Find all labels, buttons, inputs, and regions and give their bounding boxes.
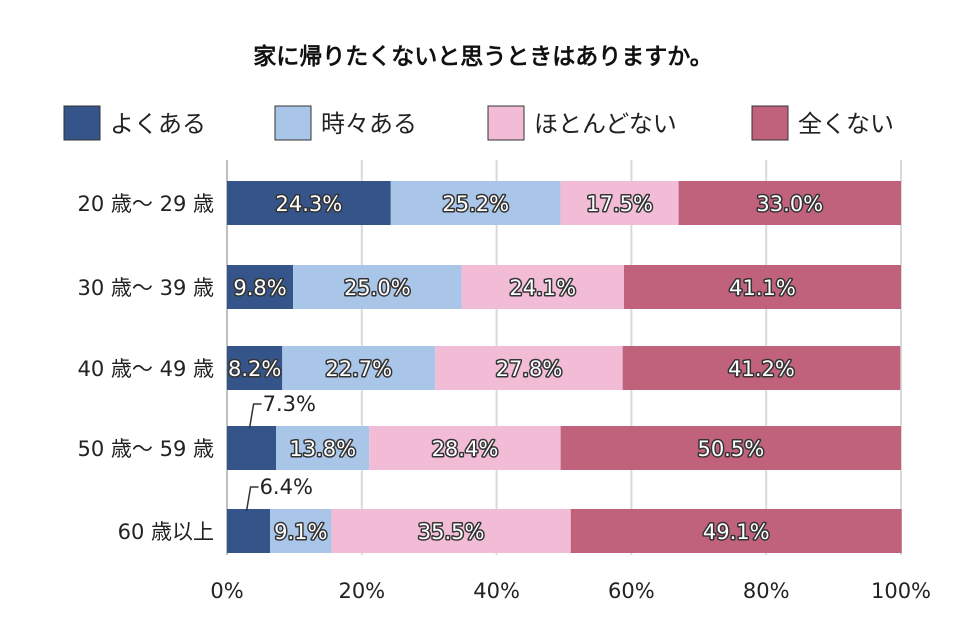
data-label-1-1: 24.3% (276, 192, 343, 216)
data-label-4-3: 28.4% (432, 437, 499, 461)
data-label-2-1: 9.8% (233, 276, 286, 300)
data-label-1-4: 33.0% (756, 192, 823, 216)
bar-2-3 (461, 265, 624, 309)
legend-label-1: よくある (110, 110, 206, 138)
bar-3-1 (227, 346, 283, 390)
bar-4-1 (227, 426, 277, 470)
data-label-2-3: 24.1% (509, 276, 576, 300)
legend: よくある 時々ある ほとんどない 全くない (63, 105, 894, 141)
legend-label-4: 全くない (798, 110, 894, 138)
x-tick-label-1: 20% (338, 579, 385, 603)
legend-swatch-2 (274, 105, 312, 141)
bar-4-4 (560, 426, 901, 470)
x-tick-label-4: 80% (743, 579, 790, 603)
legend-label-3: ほとんどない (534, 110, 677, 138)
bar-1-3 (560, 181, 679, 225)
x-tick-label-3: 60% (608, 579, 655, 603)
data-label-4-4: 50.5% (697, 437, 764, 461)
legend-label-2: 時々ある (321, 110, 417, 138)
legend-swatch-3 (487, 105, 525, 141)
data-label-2-4: 41.1% (729, 276, 796, 300)
data-labels: 24.3% 25.2% 17.5% 33.0% 9.8% 25.0% 24.1% 41.1% 8… (226, 191, 824, 546)
bar-2-1 (227, 265, 294, 309)
category-labels: 20 歳～ 29 歳 30 歳～ 39 歳 40 歳～ 49 歳 50 歳～ 59 歳… (78, 192, 214, 544)
bar-3-2 (282, 346, 436, 390)
data-label-5-1: 6.4% (260, 475, 313, 499)
bar-3-4 (622, 346, 901, 390)
bar-4-3 (369, 426, 561, 470)
data-label-5-2: 9.1% (274, 520, 327, 544)
data-label-3-2: 22.7% (325, 357, 392, 381)
bar-1-2 (390, 181, 561, 225)
data-label-3-3: 27.8% (496, 357, 563, 381)
data-label-5-4: 49.1% (703, 520, 770, 544)
data-label-1-2: 25.2% (442, 192, 509, 216)
data-label-3-4: 41.2% (728, 357, 795, 381)
bar-5-1 (227, 509, 271, 553)
bar-2-4 (623, 265, 901, 309)
bar-3-3 (435, 346, 623, 390)
data-label-3-1: 8.2% (228, 357, 281, 381)
bar-1-4 (678, 181, 901, 225)
legend-swatch-1 (63, 105, 101, 141)
bar-5-4 (570, 509, 902, 553)
chart-title: 家に帰りたくないと思うときはありますか。 (253, 43, 713, 70)
x-tick-label-2: 40% (473, 579, 520, 603)
x-axis-tick-labels: 0% 20% 40% 60% 80% 100% (210, 579, 931, 603)
bar-2-2 (293, 265, 462, 309)
bar-5-2 (270, 509, 332, 553)
category-label-1: 20 歳～ 29 歳 (78, 192, 214, 216)
bars (227, 181, 902, 553)
category-label-3: 40 歳～ 49 歳 (78, 357, 214, 381)
legend-swatch-4 (751, 105, 789, 141)
data-label-2-2: 25.0% (344, 276, 411, 300)
data-label-4-1: 7.3% (263, 392, 316, 416)
x-tick-label-0: 0% (210, 579, 243, 603)
category-label-4: 50 歳～ 59 歳 (78, 437, 214, 461)
data-label-1-3: 17.5% (586, 192, 653, 216)
x-tick-label-5: 100% (871, 579, 931, 603)
data-label-5-3: 35.5% (418, 520, 485, 544)
category-label-5: 60 歳以上 (118, 520, 214, 544)
category-label-2: 30 歳～ 39 歳 (78, 276, 214, 300)
leader-line-5 (245, 486, 259, 512)
bar-1-1 (227, 181, 391, 225)
bar-4-2 (276, 426, 370, 470)
data-label-4-2: 13.8% (289, 437, 356, 461)
bar-5-3 (331, 509, 571, 553)
leader-line-4 (248, 403, 262, 429)
